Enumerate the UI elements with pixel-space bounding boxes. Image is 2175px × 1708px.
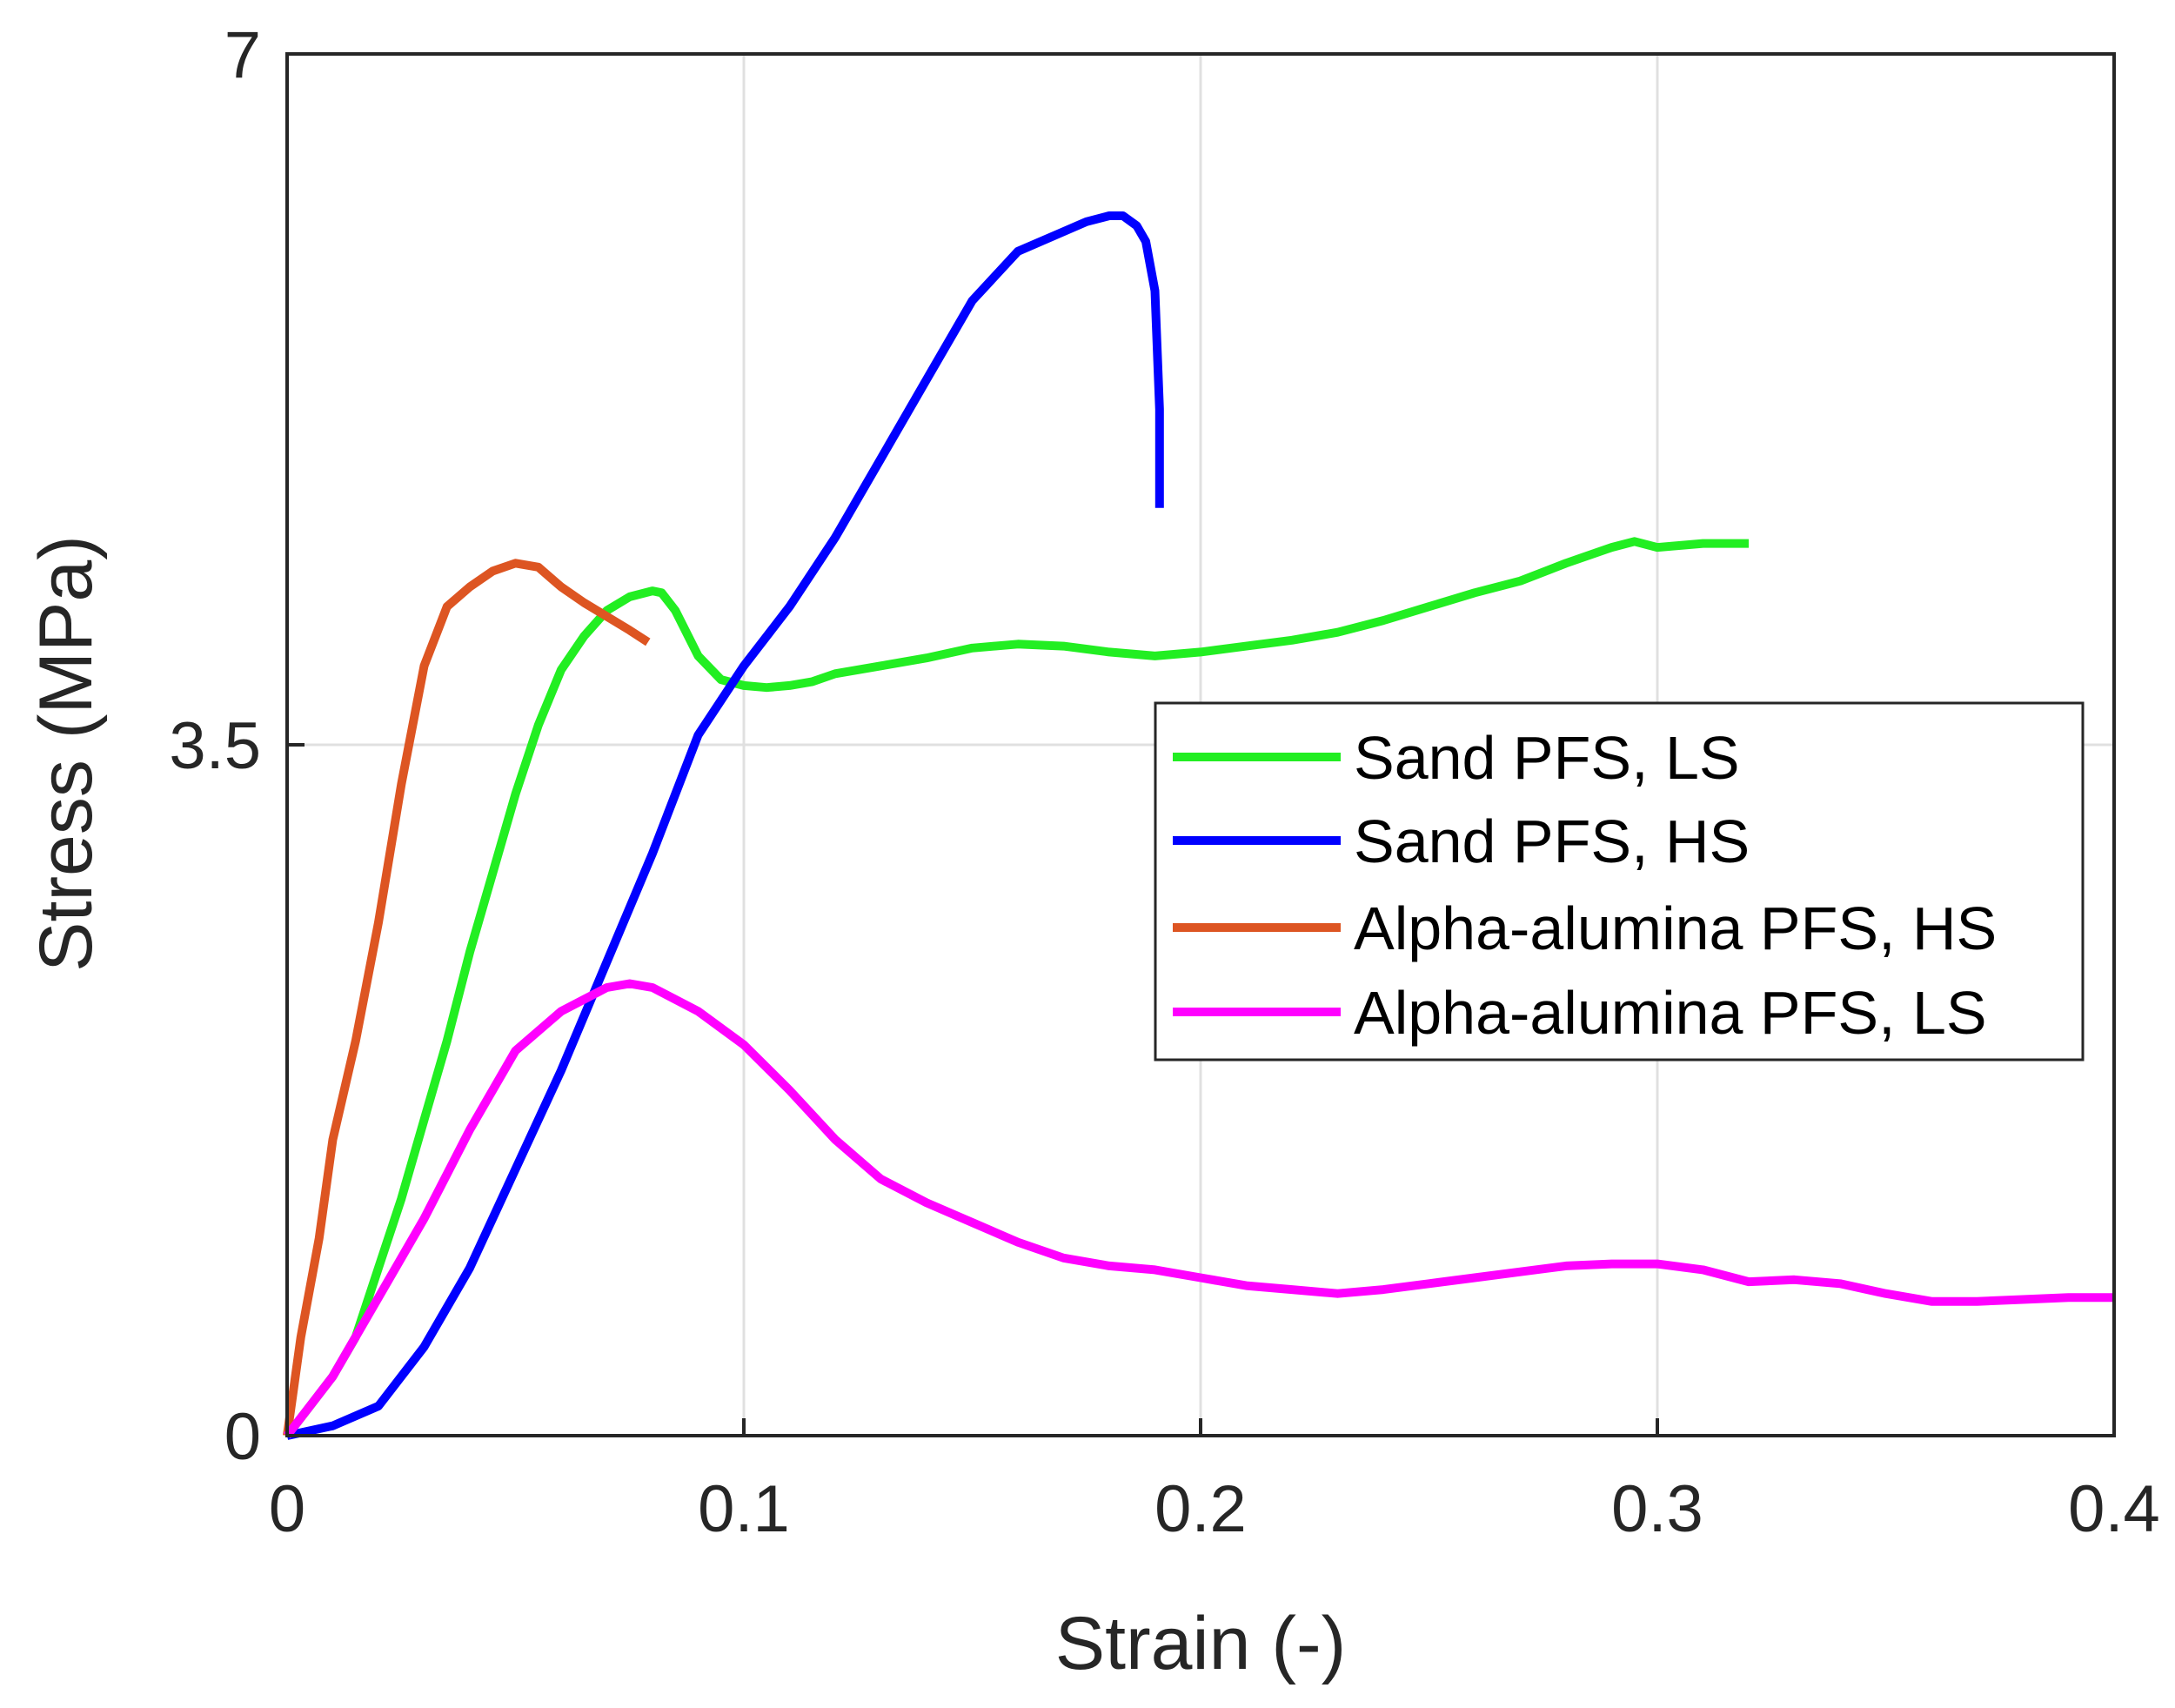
legend-label-3: Alpha-alumina PFS, LS <box>1354 979 1987 1047</box>
legend-label-2: Alpha-alumina PFS, HS <box>1354 894 1997 962</box>
y-tick-label: 7 <box>224 18 261 92</box>
y-axis-label: Stress (MPa) <box>24 535 108 972</box>
y-tick-label: 3.5 <box>169 709 261 783</box>
x-tick-label: 0 <box>269 1472 305 1546</box>
y-tick-label: 0 <box>224 1400 261 1474</box>
x-tick-label: 0.1 <box>698 1472 790 1546</box>
legend-label-0: Sand PFS, LS <box>1354 724 1740 792</box>
legend-label-1: Sand PFS, HS <box>1354 807 1750 875</box>
legend-box <box>1154 701 2085 1062</box>
x-axis-label: Strain (-) <box>1055 1602 1346 1685</box>
axis-ticks: 0 0.1 0.2 0.3 0.4 0 3.5 7 <box>169 18 2159 1546</box>
data-series-group <box>283 211 2114 1440</box>
series-line-3 <box>284 979 2114 1439</box>
legend[interactable]: Sand PFS, LS Sand PFS, HS Alpha-alumina PF… <box>1154 701 2085 1062</box>
series-line-0 <box>284 537 1749 1439</box>
series-line-2 <box>283 559 651 1437</box>
x-tick-label: 0.2 <box>1154 1472 1247 1546</box>
x-tick-label: 0.4 <box>2068 1472 2160 1546</box>
x-tick-label: 0.3 <box>1611 1472 1703 1546</box>
series-line-1 <box>285 211 1164 1440</box>
